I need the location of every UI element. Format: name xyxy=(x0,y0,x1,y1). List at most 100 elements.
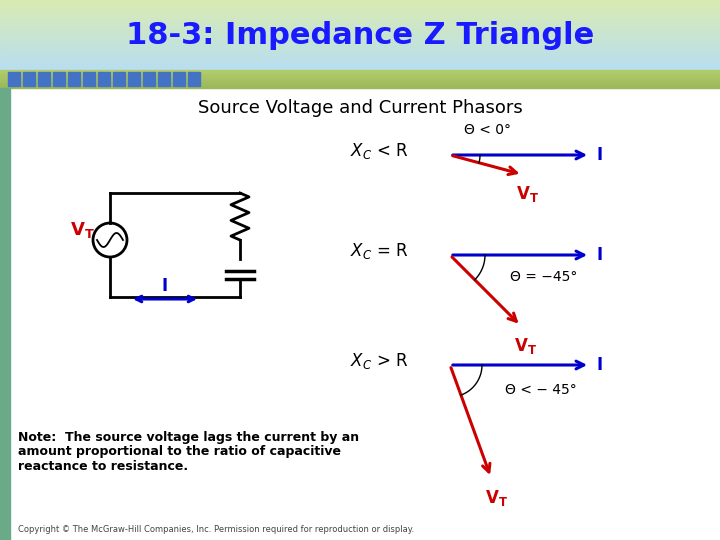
Bar xyxy=(0,73,720,74)
Bar xyxy=(0,59,720,60)
Bar xyxy=(0,81,720,82)
Bar xyxy=(0,55,720,56)
Bar xyxy=(0,35,720,36)
Bar xyxy=(0,31,720,32)
Bar xyxy=(0,84,720,85)
Bar xyxy=(0,0,720,1)
Bar xyxy=(188,72,200,86)
Text: $X_C$ = R: $X_C$ = R xyxy=(350,241,408,261)
Bar xyxy=(0,80,720,81)
Bar xyxy=(0,21,720,22)
Bar xyxy=(0,77,720,78)
Bar xyxy=(0,10,720,11)
Bar xyxy=(0,74,720,75)
Bar xyxy=(158,72,170,86)
Bar xyxy=(0,67,720,68)
Bar xyxy=(0,32,720,33)
Text: Source Voltage and Current Phasors: Source Voltage and Current Phasors xyxy=(197,99,523,117)
Bar xyxy=(0,19,720,20)
Bar xyxy=(0,11,720,12)
Bar xyxy=(0,47,720,48)
Bar xyxy=(0,41,720,42)
Bar xyxy=(0,49,720,50)
Bar xyxy=(0,44,720,45)
Bar xyxy=(0,46,720,47)
Bar xyxy=(0,24,720,25)
Bar xyxy=(0,8,720,9)
Bar xyxy=(0,65,720,66)
Bar xyxy=(0,48,720,49)
Bar xyxy=(0,9,720,10)
Bar xyxy=(0,12,720,13)
Bar xyxy=(38,72,50,86)
Bar xyxy=(0,56,720,57)
Bar xyxy=(0,18,720,19)
Bar xyxy=(0,2,720,3)
Bar xyxy=(83,72,95,86)
Bar xyxy=(0,25,720,26)
Bar xyxy=(0,62,720,63)
Bar xyxy=(0,53,720,54)
Bar xyxy=(0,23,720,24)
Text: Copyright © The McGraw-Hill Companies, Inc. Permission required for reproduction: Copyright © The McGraw-Hill Companies, I… xyxy=(18,525,414,535)
Bar xyxy=(0,70,720,71)
Bar xyxy=(0,7,720,8)
Bar xyxy=(0,42,720,43)
Bar xyxy=(0,60,720,61)
Text: $\mathbf{V_T}$: $\mathbf{V_T}$ xyxy=(70,220,94,240)
Bar xyxy=(0,83,720,84)
Bar xyxy=(0,13,720,14)
Bar xyxy=(0,6,720,7)
Bar xyxy=(0,4,720,5)
Bar xyxy=(0,87,720,88)
Bar xyxy=(68,72,80,86)
Bar xyxy=(0,79,720,80)
Text: $\mathbf{V_T}$: $\mathbf{V_T}$ xyxy=(485,488,508,508)
Bar xyxy=(0,3,720,4)
Bar xyxy=(0,5,720,6)
Bar xyxy=(0,22,720,23)
Bar xyxy=(0,58,720,59)
Bar xyxy=(143,72,155,86)
Bar xyxy=(0,88,10,540)
Bar xyxy=(0,75,720,76)
Bar xyxy=(53,72,65,86)
Text: $X_C$ < R: $X_C$ < R xyxy=(350,141,408,161)
Bar xyxy=(0,17,720,18)
Bar xyxy=(113,72,125,86)
Bar xyxy=(0,64,720,65)
Bar xyxy=(0,61,720,62)
Bar xyxy=(0,54,720,55)
Text: I: I xyxy=(597,356,603,374)
Bar xyxy=(173,72,185,86)
Text: Note:  The source voltage lags the current by an
amount proportional to the rati: Note: The source voltage lags the curren… xyxy=(18,430,359,474)
Bar xyxy=(0,37,720,38)
Bar xyxy=(0,36,720,37)
Bar xyxy=(0,88,720,540)
Bar xyxy=(0,76,720,77)
Bar xyxy=(0,50,720,51)
Bar xyxy=(0,69,720,70)
Text: I: I xyxy=(597,146,603,164)
Text: Θ < 0°: Θ < 0° xyxy=(464,123,511,137)
Text: I: I xyxy=(162,277,168,295)
Bar xyxy=(0,68,720,69)
Text: 18-3: Impedance Z Triangle: 18-3: Impedance Z Triangle xyxy=(126,21,594,50)
Bar xyxy=(0,29,720,30)
Text: Θ < − 45°: Θ < − 45° xyxy=(505,383,577,397)
Bar xyxy=(0,57,720,58)
Bar xyxy=(128,72,140,86)
Bar xyxy=(0,51,720,52)
Bar xyxy=(0,43,720,44)
Bar xyxy=(0,26,720,27)
Bar xyxy=(23,72,35,86)
Bar xyxy=(0,78,720,79)
Bar xyxy=(0,1,720,2)
Bar xyxy=(0,82,720,83)
Bar xyxy=(0,16,720,17)
Bar xyxy=(0,27,720,28)
Bar xyxy=(0,85,720,86)
Bar xyxy=(0,15,720,16)
Text: $\mathbf{V_T}$: $\mathbf{V_T}$ xyxy=(516,185,539,205)
Bar xyxy=(0,66,720,67)
